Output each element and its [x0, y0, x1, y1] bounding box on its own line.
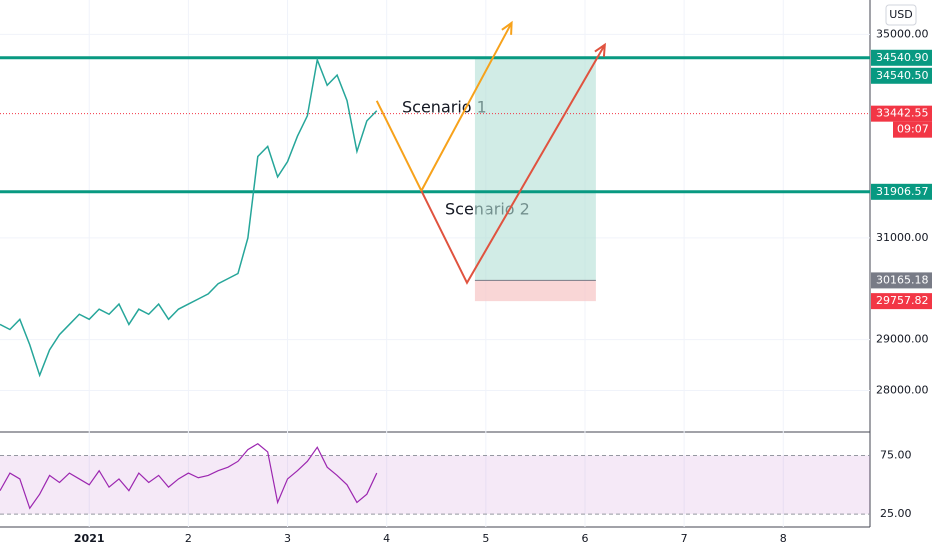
x-tick-label: 2 — [185, 532, 192, 545]
rsi-line — [0, 443, 378, 510]
price-label-box — [871, 272, 932, 289]
y-tick-label: 31000.00 — [876, 231, 929, 244]
x-tick-label: 4 — [383, 532, 390, 545]
price-label: 29757.82 — [876, 294, 929, 307]
rsi-band — [0, 455, 870, 515]
scenario-label: Scenario 1 — [402, 98, 487, 117]
price-label-box — [871, 49, 932, 66]
currency: USD — [889, 8, 913, 21]
x-tick-label: 7 — [681, 532, 688, 545]
price-label-box — [871, 105, 932, 122]
price-label-box — [871, 183, 932, 200]
price-label: 34540.90 — [876, 51, 929, 64]
x-tick-label: 2021 — [74, 532, 105, 545]
price-line — [0, 57, 378, 378]
price-label: 31906.57 — [876, 185, 929, 198]
x-tick-label: 8 — [780, 532, 787, 545]
price-label: 33442.55 — [876, 107, 929, 120]
rsi-tick-label: 25.00 — [880, 507, 912, 520]
rsi-tick-label: 75.00 — [880, 448, 912, 461]
arrow-head — [594, 42, 606, 57]
y-tick-label: 29000.00 — [876, 333, 929, 346]
y-tick-label: 28000.00 — [876, 384, 929, 397]
x-tick-label: 5 — [482, 532, 489, 545]
currency-box[interactable] — [885, 4, 917, 26]
x-tick-label: 3 — [284, 532, 291, 545]
arrow-head — [501, 20, 513, 35]
price-label: 30165.18 — [876, 273, 929, 286]
countdown: 09:07 — [897, 123, 929, 136]
price-label-box — [871, 293, 932, 310]
scenario-arrow — [420, 44, 606, 285]
countdown-box — [893, 121, 932, 138]
price-label-box — [871, 67, 932, 84]
y-tick-label: 35000.00 — [876, 27, 929, 40]
x-tick-label: 6 — [581, 532, 588, 545]
price-label: 34540.50 — [876, 69, 929, 82]
loss-zone — [474, 280, 596, 302]
